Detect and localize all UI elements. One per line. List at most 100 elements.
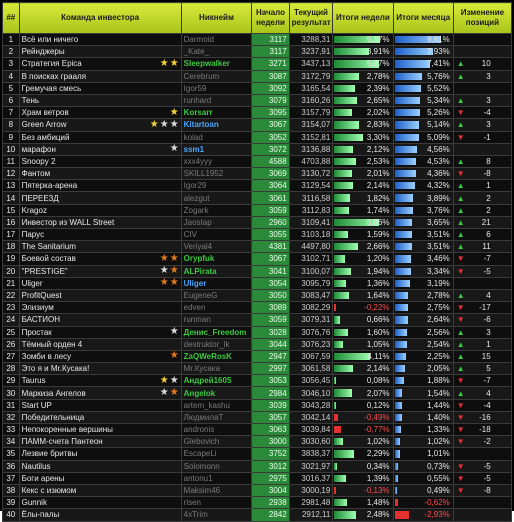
- table-row[interactable]: 13 Пятерка-арена Igor29 3064 3129,54 2,1…: [2, 179, 513, 193]
- nickname-cell[interactable]: Uliger: [180, 276, 253, 290]
- nickname-cell[interactable]: Kitartoan: [180, 118, 253, 132]
- nickname-cell[interactable]: destruktor_lk: [180, 337, 253, 351]
- nickname-cell[interactable]: ssm1: [180, 142, 253, 156]
- arrow-down-icon: ▼: [456, 486, 465, 496]
- nickname-cell[interactable]: andronis: [180, 422, 253, 437]
- table-row[interactable]: 26 Тёмный орден 4 destruktor_lk 3044 307…: [2, 337, 513, 351]
- month-result-cell: 5,76%: [392, 69, 454, 83]
- month-bar: [394, 206, 413, 214]
- nickname-cell[interactable]: Jaostap: [180, 215, 253, 230]
- table-row[interactable]: 8 Green Arrow ★ ★ ★ Kitartoan 3067 3154,07…: [2, 118, 513, 132]
- nickname-cell[interactable]: antonu1: [180, 471, 253, 485]
- nickname-cell[interactable]: Veriyal4: [180, 240, 253, 254]
- table-row[interactable]: 36 Nautilus Solomonn 3012 3021,97 0,34% …: [2, 459, 513, 473]
- col-month-header[interactable]: Итоги месяца: [392, 2, 454, 34]
- table-row[interactable]: 2 Рейнджеры _Kate_ 3117 3237,91 3,91% 7,…: [2, 45, 513, 59]
- week-bar: [334, 121, 360, 129]
- nickname-cell[interactable]: Cerebrum: [180, 69, 253, 83]
- nickname-cell[interactable]: Orypfuk: [180, 252, 253, 266]
- col-nick-header[interactable]: Никнейм: [180, 2, 253, 34]
- nickname-cell[interactable]: artem_kashu: [180, 398, 253, 412]
- table-row[interactable]: 16 Инвестор из WALL Street Jaostap 2960 …: [2, 215, 513, 230]
- table-row[interactable]: 29 Taurus ★ ★ Андрей1605 3053 3056,45 0,0…: [2, 374, 513, 388]
- table-row[interactable]: 19 Боевой состав ★ ★ Orypfuk 3067 3102,71…: [2, 252, 513, 266]
- nickname-cell[interactable]: Zogark: [180, 203, 253, 217]
- table-row[interactable]: 7 Храм ветров ★ Korsarr 3095 3157,79 2,0…: [2, 106, 513, 120]
- nickname-cell[interactable]: runhard: [180, 93, 253, 108]
- table-row[interactable]: 1 Всё или ничего Darmoid 3117 3288,31 5,…: [2, 32, 513, 47]
- week-result-cell: 2,65%: [332, 93, 394, 108]
- table-row[interactable]: 23 Элизиум edven 3089 3082,29 -0,22% 2,7…: [2, 301, 513, 315]
- nickname-cell[interactable]: Mr.Кусака: [180, 362, 253, 376]
- table-row[interactable]: 15 Kragoz Zogark 3059 3112,83 1,74% 3,76…: [2, 203, 513, 217]
- table-row[interactable]: 11 Snoopy 2 xxx4yyy 4588 4703,88 2,53% 4…: [2, 154, 513, 169]
- nickname-cell[interactable]: Solomonn: [180, 459, 253, 473]
- col-team-header[interactable]: Команда инвестора: [18, 2, 182, 34]
- table-row[interactable]: 20 "PRESTIGE" ★ ★ ALPirata 3041 3100,07 1…: [2, 264, 513, 278]
- nickname-cell[interactable]: Igor29: [180, 179, 253, 193]
- table-row[interactable]: 6 Тень runhard 3079 3160,26 2,65% 5,34% …: [2, 93, 513, 108]
- table-row[interactable]: 10 марафон ★ ssm1 3072 3136,88 2,12% 4,5…: [2, 142, 513, 156]
- table-row[interactable]: 3 Стратегия Epica ★ ★ Sleepwalker 3271 34…: [2, 57, 513, 71]
- nickname-cell[interactable]: EscapeLi: [180, 447, 253, 461]
- nickname-cell[interactable]: Angelok: [180, 386, 253, 400]
- table-row[interactable]: 31 Start UP artem_kashu 3039 3043,28 0,1…: [2, 398, 513, 412]
- table-row[interactable]: 34 ПАММ-счета Пантеон Glebovich 3000 303…: [2, 435, 513, 449]
- nickname-cell[interactable]: xxx4yyy: [180, 154, 253, 169]
- week-value: 2,48%: [366, 510, 390, 520]
- rank-cell: 19: [2, 252, 20, 266]
- table-row[interactable]: 9 Без амбиций kolad 3052 3152,81 3,30% 5…: [2, 130, 513, 144]
- nickname-cell[interactable]: SKILL1952: [180, 167, 253, 181]
- col-rank-header[interactable]: ##: [2, 2, 20, 34]
- nickname-cell[interactable]: Sleepwalker: [180, 57, 253, 71]
- table-row[interactable]: 21 Uliger ★ ★ Uliger 3054 3095,79 1,36% 3…: [2, 276, 513, 290]
- table-row[interactable]: 38 Кекс с изюмом Maksim46 3004 3000,19 -…: [2, 483, 513, 498]
- table-row[interactable]: 28 Это я и Mr.Кусака! Mr.Кусака 2997 306…: [2, 362, 513, 376]
- table-row[interactable]: 18 The Sanitarium Veriyal4 4381 4497,80 …: [2, 240, 513, 254]
- table-row[interactable]: 14 ПЕРЕЕЗД alezgut 3061 3116,58 1,82% 3,…: [2, 191, 513, 205]
- table-row[interactable]: 35 Лезвие бритвы EscapeLi 3752 3838,37 2…: [2, 447, 513, 461]
- table-row[interactable]: 33 Непокоренные вершины andronis 3063 30…: [2, 422, 513, 437]
- nickname-cell[interactable]: ZaQWeRosK: [180, 349, 253, 364]
- table-row[interactable]: 4 В поисках грааля Cerebrum 3087 3172,79…: [2, 69, 513, 83]
- table-row[interactable]: 30 Маркиза Ангелов ★ ★ Angelok 2984 3046,…: [2, 386, 513, 400]
- nickname-cell[interactable]: EugeneG: [180, 288, 253, 303]
- nickname-cell[interactable]: risen: [180, 496, 253, 510]
- nickname-cell[interactable]: ALPirata: [180, 264, 253, 278]
- nickname-cell[interactable]: edven: [180, 301, 253, 315]
- nickname-cell[interactable]: kolad: [180, 130, 253, 144]
- nickname-cell[interactable]: CIV: [180, 227, 253, 242]
- col-start-header[interactable]: Начало недели: [251, 2, 290, 34]
- table-row[interactable]: 25 Простак ★ Денис_Freedom 3028 3076,76 …: [2, 325, 513, 339]
- current-result-cell: 3838,37: [288, 447, 334, 461]
- nickname-cell[interactable]: runman: [180, 313, 253, 327]
- nickname-cell[interactable]: alezgut: [180, 191, 253, 205]
- team-name: Рейнджеры: [21, 47, 65, 57]
- current-result-cell: 3016,37: [288, 471, 334, 485]
- table-row[interactable]: 5 Гремучая смесь Igor59 3092 3165,54 2,3…: [2, 81, 513, 95]
- col-week-header[interactable]: Итоги недели: [332, 2, 394, 34]
- col-current-header[interactable]: Текущий результат: [288, 2, 334, 34]
- nickname-cell[interactable]: Денис_Freedom: [180, 325, 253, 339]
- table-row[interactable]: 22 ProfitQuest EugeneG 3050 3083,47 1,64…: [2, 288, 513, 303]
- table-row[interactable]: 32 Победительница ЛюдмилаТ 3057 3042,14 …: [2, 410, 513, 425]
- nickname-cell[interactable]: Korsarr: [180, 106, 253, 120]
- col-change-header[interactable]: Изменение позиций: [452, 2, 513, 34]
- nickname-cell[interactable]: Igor59: [180, 81, 253, 95]
- table-row[interactable]: 39 Gunnik risen 2938 2981,48 1,48% -0,62…: [2, 496, 513, 510]
- nickname-cell[interactable]: Darmoid: [180, 32, 253, 47]
- nickname-cell[interactable]: ЛюдмилаТ: [180, 410, 253, 425]
- position-change-cell: ▼ -7: [452, 252, 513, 266]
- week-bar: [334, 401, 337, 409]
- table-row[interactable]: 17 Парус CIV 3055 3103,18 1,59% 3,51% ▲ 6: [2, 227, 513, 242]
- nickname-cell[interactable]: Glebovich: [180, 435, 253, 449]
- nickname-cell[interactable]: Андрей1605: [180, 374, 253, 388]
- week-value: -0,13%: [364, 486, 390, 496]
- nickname-cell[interactable]: _Kate_: [180, 45, 253, 59]
- table-row[interactable]: 27 Зомби в лесу ★ ZaQWeRosK 2947 3067,59…: [2, 349, 513, 364]
- table-row[interactable]: 37 Боги арены antonu1 2975 3016,37 1,39%…: [2, 471, 513, 485]
- table-row[interactable]: 12 Фантом SKILL1952 3069 3130,72 2,01% 4…: [2, 167, 513, 181]
- week-result-cell: 1,60%: [332, 325, 394, 339]
- table-row[interactable]: 24 БАСТИОН runman 3059 3079,31 0,66% 2,6…: [2, 313, 513, 327]
- nickname-cell[interactable]: Maksim46: [180, 483, 253, 498]
